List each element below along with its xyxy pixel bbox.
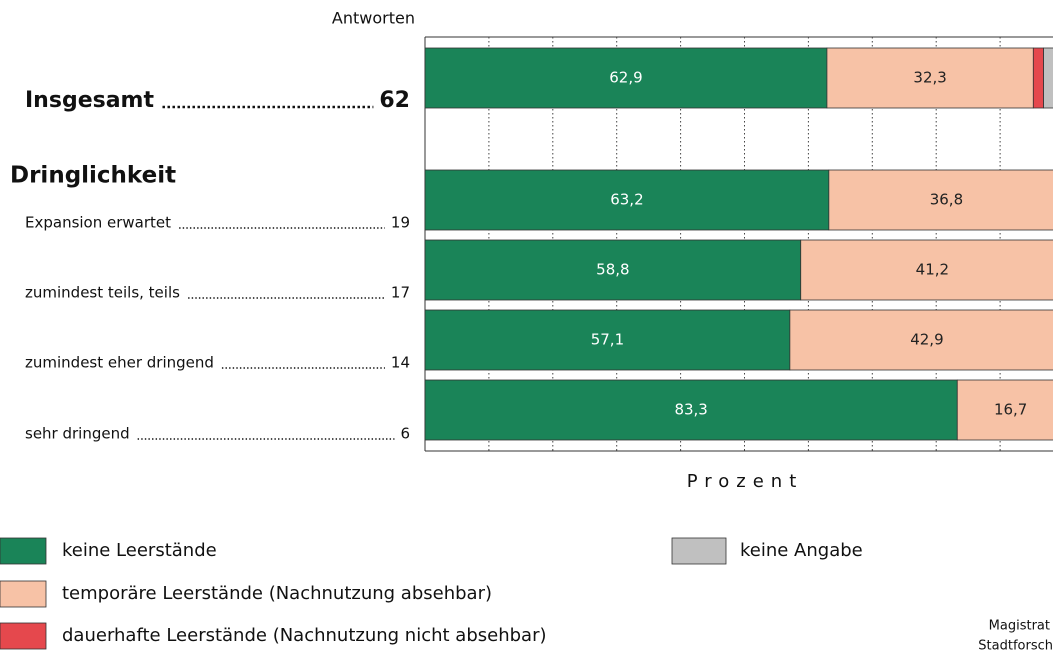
x-axis-label: Prozent: [687, 471, 804, 492]
value-label: 62,9: [609, 69, 642, 87]
category-label: sehr dringend: [25, 425, 130, 443]
source: Stadtforsch: [978, 639, 1053, 651]
bar-segment: [789, 309, 1053, 371]
count-label: 19: [391, 214, 410, 232]
bar-segment: [424, 309, 791, 371]
legend-swatch: [0, 537, 47, 565]
category-label: zumindest eher dringend: [25, 354, 214, 372]
bar-segment: [956, 379, 1053, 441]
legend-label: dauerhafte Leerstände (Nachnutzung nicht…: [62, 625, 547, 646]
bar-segment: [424, 169, 830, 231]
count-label: 62: [379, 88, 410, 113]
group-header: Dringlichkeit: [10, 163, 176, 189]
bar-segment: [424, 379, 958, 441]
value-label: 83,3: [674, 401, 707, 419]
source: Magistrat: [989, 619, 1050, 634]
legend-swatch: [671, 537, 727, 565]
bar-segment: [828, 169, 1053, 231]
category-label: Insgesamt: [25, 88, 154, 113]
legend-label: keine Leerstände: [62, 540, 217, 561]
value-label: 16,7: [994, 401, 1027, 419]
value-label: 63,2: [610, 191, 643, 209]
legend-swatch: [0, 580, 47, 608]
bar-segment: [1043, 47, 1053, 109]
count-label: 17: [391, 284, 410, 302]
value-label: 42,9: [910, 331, 943, 349]
category-label: Expansion erwartet: [25, 214, 171, 232]
value-label: 32,3: [913, 69, 946, 87]
value-label: 36,8: [930, 191, 963, 209]
bar-segment: [1032, 47, 1044, 109]
value-label: 41,2: [916, 261, 949, 279]
count-label: 6: [400, 425, 410, 443]
bar-segment: [826, 47, 1034, 109]
legend-swatch: [0, 622, 47, 650]
legend-label: temporäre Leerstände (Nachnutzung absehb…: [62, 583, 492, 604]
count-label: 14: [391, 354, 410, 372]
column-header: Antworten: [332, 9, 415, 28]
legend-label: keine Angabe: [740, 540, 863, 561]
value-label: 58,8: [596, 261, 629, 279]
bar-segment: [800, 239, 1053, 301]
category-label: zumindest teils, teils: [25, 284, 180, 302]
value-label: 57,1: [591, 331, 624, 349]
